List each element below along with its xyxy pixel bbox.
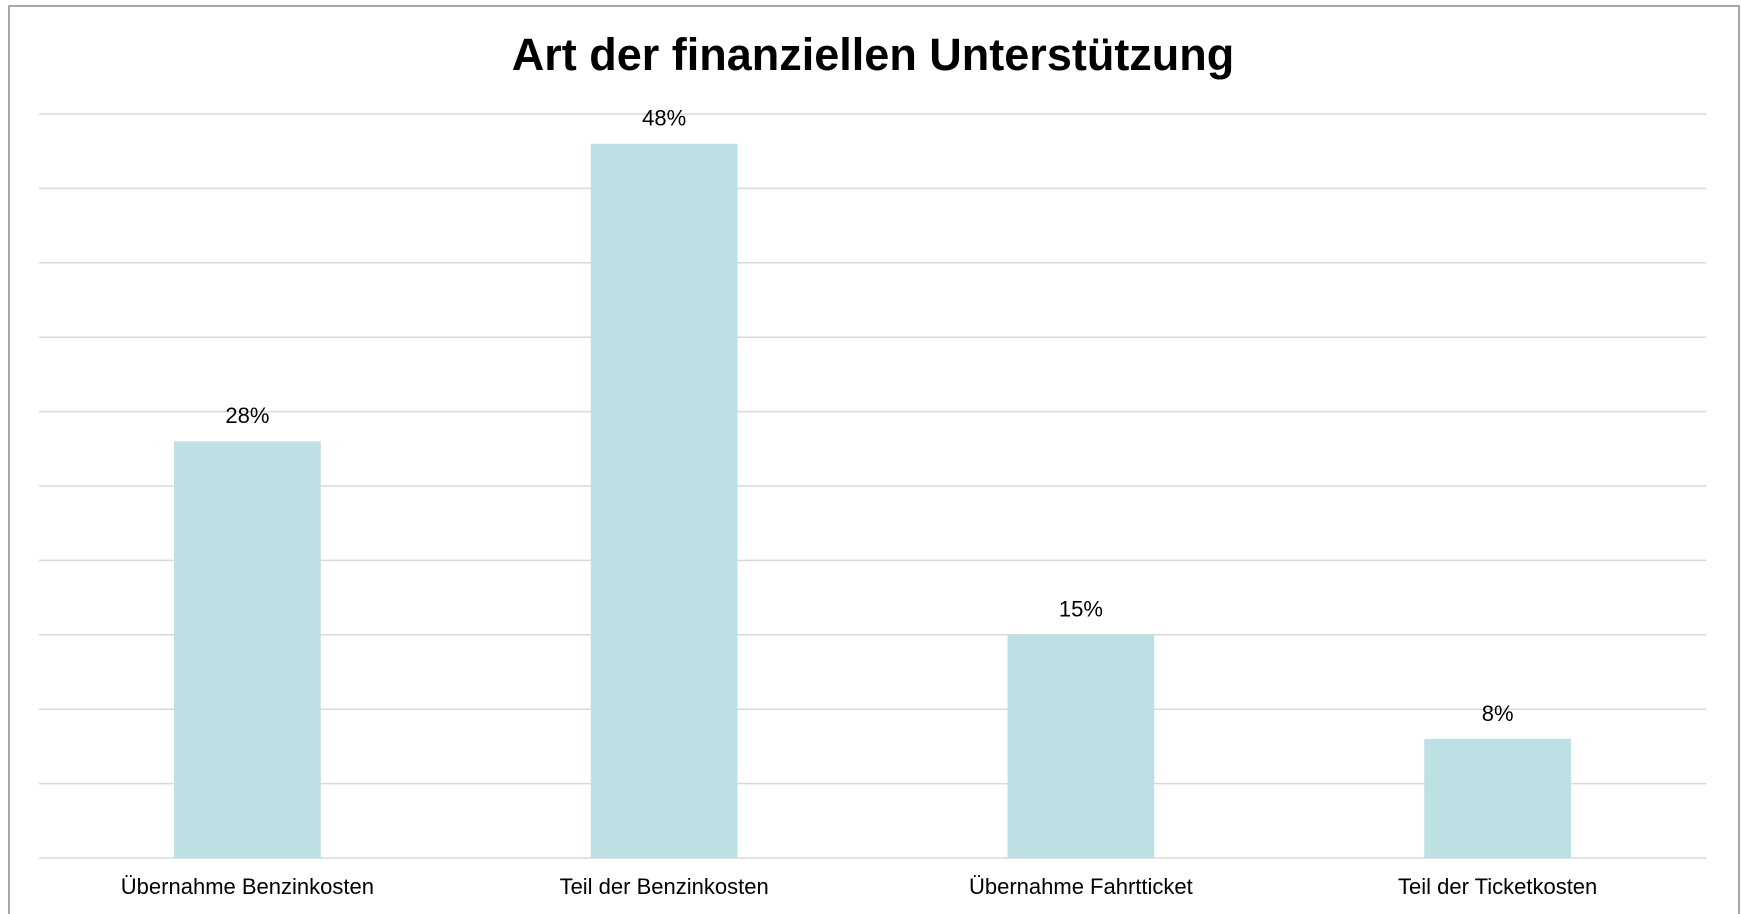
- data-label: 28%: [225, 403, 269, 428]
- x-tick-label: Teil der Ticketkosten: [1398, 874, 1597, 899]
- bar: [174, 441, 321, 858]
- x-tick-label: Übernahme Benzinkosten: [121, 874, 374, 899]
- data-label: 15%: [1059, 597, 1103, 622]
- bar: [1007, 634, 1155, 858]
- x-tick-label: Teil der Benzinkosten: [560, 874, 769, 899]
- bar: [1424, 738, 1571, 858]
- bar: [590, 143, 738, 858]
- data-label: 8%: [1482, 701, 1514, 726]
- chart-title: Art der finanziellen Unterstützung: [512, 29, 1235, 80]
- data-label: 48%: [642, 106, 686, 131]
- x-tick-label: Übernahme Fahrtticket: [969, 874, 1193, 899]
